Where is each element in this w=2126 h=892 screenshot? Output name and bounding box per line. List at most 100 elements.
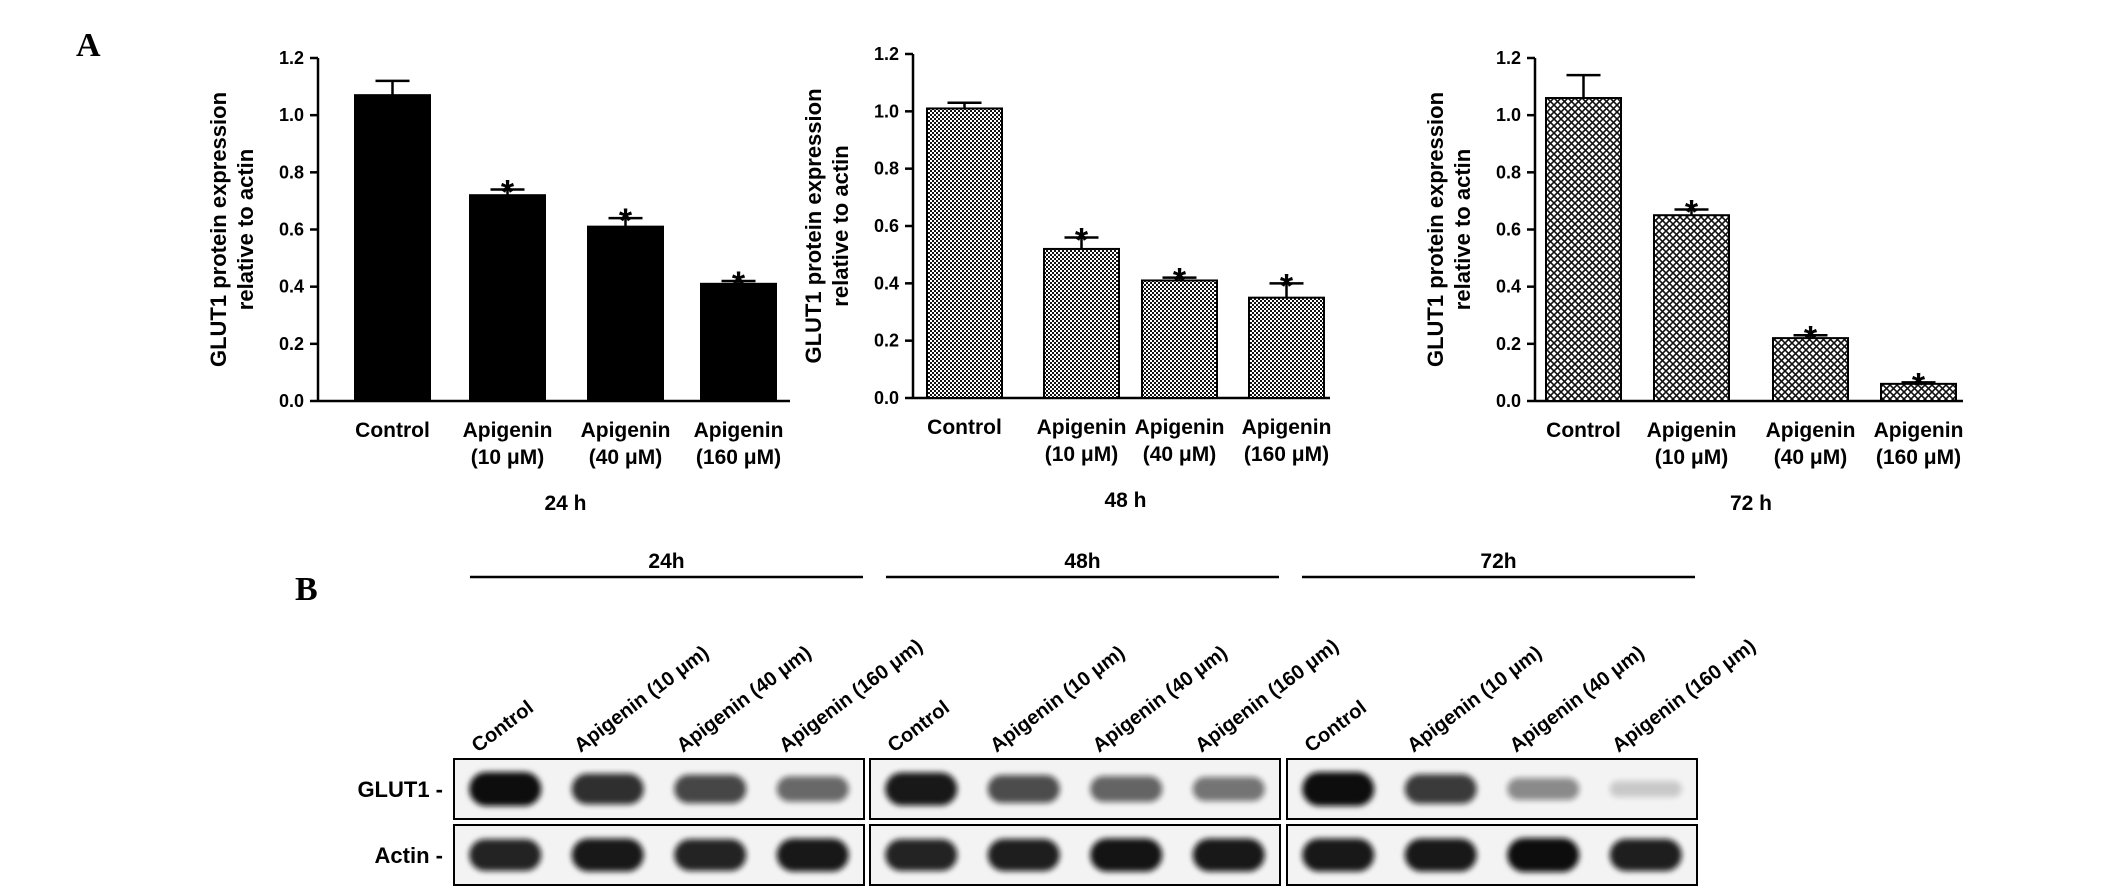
y-tick-label: 1.0 [1496,105,1521,125]
bar [1248,296,1325,399]
category-label: Apigenin (10 μM) [1037,416,1127,466]
band [1609,838,1682,872]
blot-group-label: 24h [648,550,684,573]
chart-24h: 0.0 0.2 0.4 0.6 0.8 1.0 1.2 GLUT1 protein expre… [206,48,790,515]
bar [1141,279,1218,400]
y-tick-label: 0.6 [1496,220,1521,240]
category-label: Apigenin (160 μM) [1874,419,1964,469]
y-axis-label-line: GLUT1 protein expression [801,88,826,363]
y-axis-label: GLUT1 protein expression relative to acti… [801,88,853,363]
band [469,839,542,871]
band [1609,781,1682,797]
bar [700,282,777,402]
significance-marker: * [1173,262,1187,300]
band [1302,772,1375,806]
y-tick-label: 0.0 [874,388,899,408]
y-tick-label: 0.4 [1496,277,1521,297]
band [571,838,644,872]
y-tick-label: 1.0 [279,105,304,125]
y-tick-label: 0.8 [1496,162,1521,182]
band [1507,778,1580,800]
y-tick-label: 1.2 [279,48,304,68]
significance-marker: * [732,265,746,303]
band [1404,774,1477,804]
y-axis-label: GLUT1 protein expression relative to acti… [1423,92,1475,367]
band [987,838,1060,872]
row-label-actin: Actin - [375,843,443,868]
y-tick-label: 1.2 [1496,48,1521,68]
bar [587,225,664,402]
panel-label-a: A [76,27,101,64]
significance-marker: * [1804,319,1818,357]
band [674,774,747,804]
y-tick-label: 0.2 [874,331,899,351]
y-tick-label: 0.0 [279,391,304,411]
band [571,773,644,805]
band [1404,838,1477,872]
bar [1772,337,1849,403]
band [1192,838,1265,872]
band [1090,838,1163,872]
chart-72h: 0.0 0.2 0.4 0.6 0.8 1.0 1.2 GLUT1 protein expre… [1423,48,1963,515]
bar [1545,97,1622,403]
lane-label: Control [1301,697,1371,757]
significance-marker: * [1685,193,1699,231]
y-tick-label: 0.4 [874,273,899,293]
category-label: Apigenin (40 μM) [581,419,671,469]
bar [354,94,431,403]
y-tick-label: 0.6 [279,220,304,240]
y-axis-label-line: relative to actin [1450,149,1475,310]
band [776,838,849,872]
significance-marker: * [1075,221,1089,259]
y-tick-label: 1.0 [874,101,899,121]
x-axis-label: 24 h [544,492,586,515]
row-label-glut1: GLUT1 - [357,777,443,802]
band [1192,776,1265,802]
y-axis-label-line: relative to actin [828,145,853,306]
significance-marker: * [501,173,515,211]
category-label: Apigenin (10 μM) [1647,419,1737,469]
blot-group-label: 72h [1480,550,1516,573]
significance-marker: * [1912,366,1926,404]
category-label: Apigenin (40 μM) [1135,416,1225,466]
significance-marker: * [1280,267,1294,305]
band [885,772,958,806]
bar [1653,214,1730,402]
y-tick-label: 0.8 [874,159,899,179]
y-axis-label-line: relative to actin [233,149,258,310]
category-label: Control [927,416,1002,439]
y-axis-label-line: GLUT1 protein expression [1423,92,1448,367]
lane-label: Control [468,697,538,757]
x-axis-label: 48 h [1104,489,1146,512]
category-label: Control [1546,419,1621,442]
band [469,772,542,806]
bar [1043,247,1120,399]
blot-group-label: 48h [1064,550,1100,573]
band [987,775,1060,803]
significance-marker: * [619,202,633,240]
category-label: Control [355,419,430,442]
y-tick-label: 0.4 [279,277,304,297]
x-axis-label: 72 h [1730,492,1772,515]
y-tick-label: 0.8 [279,162,304,182]
y-tick-label: 0.2 [279,334,304,354]
bar-charts: 0.0 0.2 0.4 0.6 0.8 1.0 1.2 GLUT1 protein expre… [206,44,1963,515]
y-axis-label-line: GLUT1 protein expression [206,92,231,367]
category-label: Apigenin (160 μM) [1242,416,1332,466]
bar [926,107,1003,399]
y-axis-label: GLUT1 protein expression relative to acti… [206,92,258,367]
category-label: Apigenin (160 μM) [694,419,784,469]
y-tick-label: 0.2 [1496,334,1521,354]
category-label: Apigenin (10 μM) [463,419,553,469]
bar [469,194,546,402]
band [1302,838,1375,872]
chart-48h: 0.0 0.2 0.4 0.6 0.8 1.0 1.2 GLUT1 protein expre… [801,44,1331,512]
band [1090,776,1163,802]
y-tick-label: 0.6 [874,216,899,236]
y-tick-label: 1.2 [874,44,899,64]
lane-label: Control [884,697,954,757]
panel-label-b: B [295,571,318,608]
